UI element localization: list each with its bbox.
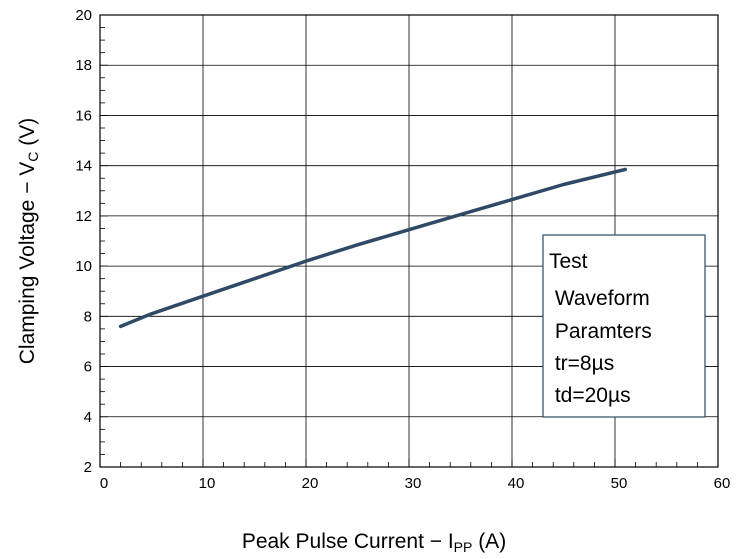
y-axis-title-sub: C xyxy=(25,152,41,162)
y-tick-label: 20 xyxy=(75,7,92,24)
x-tick-labels: 0 10 20 30 40 50 60 xyxy=(100,475,731,492)
legend-line-5: td=20µs xyxy=(549,384,631,407)
x-tick-label: 0 xyxy=(100,475,108,492)
x-tick-label: 50 xyxy=(611,475,628,492)
y-tick-label: 12 xyxy=(75,208,92,225)
y-tick-label: 4 xyxy=(84,409,92,426)
legend-box: Test Waveform Paramters tr=8µs td=20µs xyxy=(542,234,706,418)
x-axis-title: Peak Pulse Current − IPP (A) xyxy=(242,530,506,555)
y-tick-label: 2 xyxy=(84,459,92,476)
series-line-0 xyxy=(118,167,628,329)
y-tick-label: 10 xyxy=(75,258,92,275)
y-axis-title: Clamping Voltage − VC (V) xyxy=(16,118,41,365)
y-tick-label: 8 xyxy=(84,308,92,325)
x-tick-label: 40 xyxy=(508,475,525,492)
x-tick-label: 20 xyxy=(302,475,319,492)
series-layer xyxy=(118,167,628,329)
legend-line-2: Waveform xyxy=(549,287,650,310)
plot-frame xyxy=(99,14,719,468)
y-tick-label: 14 xyxy=(75,158,92,175)
grid xyxy=(100,15,718,467)
y-tick-label: 6 xyxy=(84,359,92,376)
x-tick-label: 30 xyxy=(405,475,422,492)
x-tick-label: 60 xyxy=(714,475,731,492)
x-axis-title-sub: PP xyxy=(454,539,473,555)
y-tick-label: 18 xyxy=(75,57,92,74)
y-tick-label: 16 xyxy=(75,107,92,124)
legend-line-3: Paramters xyxy=(549,320,652,343)
y-tick-labels: 2 4 6 8 10 12 14 16 18 20 xyxy=(75,7,92,476)
x-tick-label: 10 xyxy=(199,475,216,492)
y-axis-title-unit: (V) xyxy=(16,118,39,152)
x-axis-title-unit: (A) xyxy=(472,530,506,553)
legend-line-1: Test xyxy=(549,250,588,273)
legend-line-4: tr=8µs xyxy=(549,352,614,375)
y-axis-title-main: Clamping Voltage − V xyxy=(16,162,39,365)
x-axis-title-main: Peak Pulse Current − I xyxy=(242,530,454,553)
